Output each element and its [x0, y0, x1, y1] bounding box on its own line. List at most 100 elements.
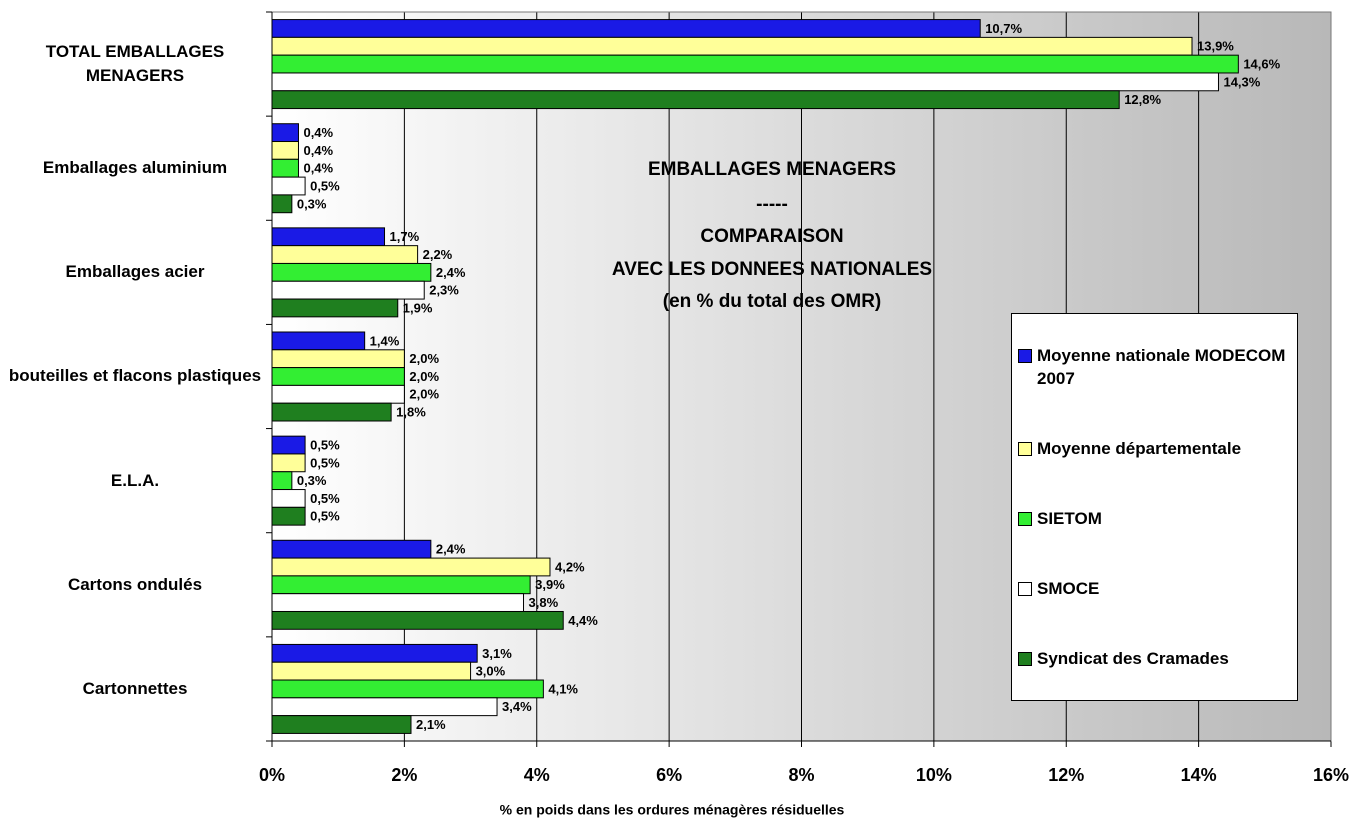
bar	[271, 697, 498, 717]
bar	[271, 453, 306, 473]
value-label: 0,4%	[303, 125, 333, 140]
legend-item: Moyenne nationale MODECOM 2007	[1016, 344, 1293, 390]
x-tick-label: 10%	[916, 765, 952, 785]
legend-swatch	[1018, 511, 1032, 526]
value-label: 3,1%	[482, 646, 512, 661]
value-label: 0,3%	[297, 196, 327, 211]
legend-item: SIETOM	[1016, 507, 1293, 530]
value-label: 1,8%	[396, 405, 426, 420]
value-label: 1,4%	[370, 333, 400, 348]
bar	[271, 331, 366, 351]
x-axis-label: % en poids dans les ordures ménagères ré…	[500, 802, 845, 818]
bar	[271, 72, 1219, 92]
value-label: 0,3%	[297, 473, 327, 488]
value-label: 1,9%	[403, 300, 433, 315]
y-tick-label: Cartonnettes	[82, 678, 188, 698]
bar	[271, 227, 386, 247]
bar	[271, 54, 1239, 74]
chart-title: COMPARAISON	[700, 226, 843, 247]
value-label: 12,8%	[1124, 92, 1161, 107]
bar	[271, 506, 306, 526]
value-label: 2,0%	[409, 369, 439, 384]
bar	[271, 176, 306, 196]
value-label: 0,4%	[303, 161, 333, 176]
bar	[271, 36, 1193, 56]
bar	[271, 384, 405, 404]
value-label: 3,9%	[535, 577, 565, 592]
legend-label: Moyenne départementale	[1037, 438, 1242, 458]
legend-item: SMOCE	[1016, 577, 1293, 600]
bar	[271, 471, 293, 491]
bar	[271, 715, 412, 734]
bar	[271, 262, 432, 282]
bar	[271, 349, 405, 369]
value-label: 4,4%	[568, 613, 598, 628]
bar	[271, 679, 544, 699]
chart-title: EMBALLAGES MENAGERS	[648, 159, 896, 180]
legend-label: SIETOM	[1037, 508, 1102, 528]
value-label: 14,6%	[1243, 57, 1280, 72]
bar	[271, 643, 478, 663]
value-label: 0,5%	[310, 491, 340, 506]
value-label: 0,4%	[303, 143, 333, 158]
x-tick-label: 4%	[524, 765, 550, 785]
legend-swatch	[1018, 441, 1032, 456]
y-tick-label: Emballages acier	[65, 262, 205, 282]
value-label: 2,3%	[429, 283, 459, 298]
value-label: 2,0%	[409, 351, 439, 366]
value-label: 13,9%	[1197, 39, 1234, 54]
value-label: 4,1%	[548, 681, 578, 696]
bar	[271, 367, 405, 386]
chart-title: (en % du total des OMR)	[663, 291, 882, 312]
legend-swatch	[1018, 582, 1032, 597]
value-label: 4,2%	[555, 559, 585, 574]
legend-label: Syndicat des Cramades	[1037, 649, 1229, 669]
legend-swatch	[1018, 652, 1032, 667]
value-label: 1,7%	[390, 229, 420, 244]
value-label: 2,4%	[436, 265, 466, 280]
legend-swatch	[1018, 348, 1032, 363]
legend-label: SMOCE	[1037, 579, 1100, 599]
value-label: 0,5%	[310, 455, 340, 470]
bar	[271, 557, 551, 577]
bar	[271, 402, 392, 422]
y-tick-label: TOTAL EMBALLAGES MENAGERS	[45, 42, 225, 86]
bar	[271, 435, 306, 455]
value-label: 3,0%	[476, 664, 506, 679]
value-label: 2,2%	[423, 247, 453, 262]
value-label: 14,3%	[1223, 74, 1260, 89]
y-tick-label: Cartons ondulés	[67, 574, 203, 594]
bar	[271, 280, 425, 300]
bar	[271, 19, 981, 38]
bar	[271, 298, 399, 318]
y-tick-label: Emballages aluminium	[42, 158, 228, 178]
chart-title: -----	[756, 194, 788, 215]
bar	[271, 539, 432, 559]
bar	[271, 661, 472, 681]
bar	[271, 158, 299, 178]
legend: Moyenne nationale MODECOM 2007 Moyenne dé…	[1011, 313, 1298, 701]
x-tick-label: 2%	[391, 765, 417, 785]
chart-title: AVEC LES DONNEES NATIONALES	[612, 259, 932, 280]
x-tick-label: 12%	[1048, 765, 1084, 785]
value-label: 10,7%	[985, 21, 1022, 36]
x-tick-label: 8%	[788, 765, 814, 785]
value-label: 3,4%	[502, 699, 532, 714]
legend-label: Moyenne nationale MODECOM 2007	[1037, 345, 1286, 388]
bar	[271, 194, 293, 214]
bar	[271, 575, 531, 595]
value-label: 2,4%	[436, 542, 466, 557]
y-tick-label: bouteilles et flacons plastiques	[8, 366, 262, 386]
legend-item: Syndicat des Cramades	[1016, 647, 1293, 670]
value-label: 0,5%	[310, 437, 340, 452]
value-label: 0,5%	[310, 178, 340, 193]
x-tick-label: 16%	[1313, 765, 1349, 785]
value-label: 0,5%	[310, 509, 340, 524]
legend-item: Moyenne départementale	[1016, 437, 1293, 460]
x-tick-label: 0%	[259, 765, 285, 785]
value-label: 3,8%	[529, 595, 559, 610]
bar	[271, 123, 299, 143]
bar	[271, 245, 419, 264]
y-tick-label: E.L.A.	[110, 470, 160, 490]
